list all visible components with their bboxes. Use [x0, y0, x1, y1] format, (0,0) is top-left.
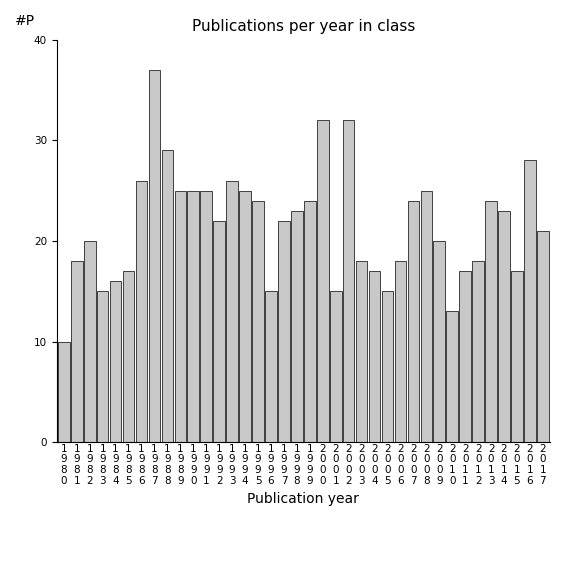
Bar [84, 241, 96, 442]
Bar [382, 291, 393, 442]
Bar [446, 311, 458, 442]
Bar [213, 221, 225, 442]
Bar [239, 191, 251, 442]
Bar [472, 261, 484, 442]
Bar [485, 201, 497, 442]
Bar [136, 180, 147, 442]
Bar [537, 231, 549, 442]
Bar [252, 201, 264, 442]
Bar [162, 150, 174, 442]
Bar [408, 201, 419, 442]
Bar [122, 271, 134, 442]
Bar [200, 191, 212, 442]
Bar [524, 160, 536, 442]
Y-axis label: #P: #P [15, 14, 35, 28]
Bar [97, 291, 108, 442]
Title: Publications per year in class: Publications per year in class [192, 19, 415, 35]
Bar [421, 191, 432, 442]
Bar [149, 70, 160, 442]
Bar [395, 261, 407, 442]
Bar [356, 261, 367, 442]
Bar [511, 271, 523, 442]
Bar [433, 241, 445, 442]
Bar [343, 120, 354, 442]
Bar [291, 211, 303, 442]
Bar [71, 261, 83, 442]
Bar [304, 201, 316, 442]
Bar [265, 291, 277, 442]
Bar [110, 281, 121, 442]
Bar [226, 180, 238, 442]
Bar [188, 191, 199, 442]
Bar [330, 291, 341, 442]
X-axis label: Publication year: Publication year [247, 492, 359, 506]
Bar [278, 221, 290, 442]
Bar [58, 341, 70, 442]
Bar [369, 271, 380, 442]
Bar [317, 120, 329, 442]
Bar [175, 191, 186, 442]
Bar [459, 271, 471, 442]
Bar [498, 211, 510, 442]
